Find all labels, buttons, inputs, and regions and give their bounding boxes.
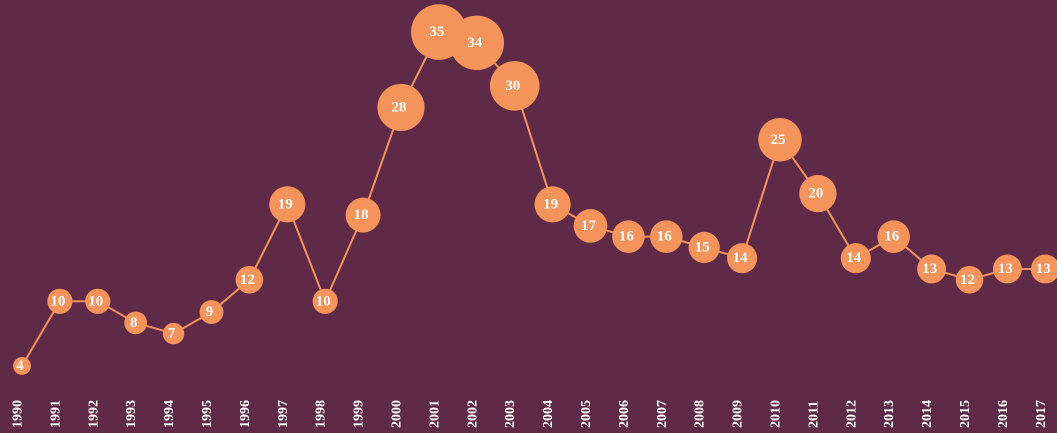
- data-label: 28: [392, 99, 407, 115]
- x-tick-label: 1992: [86, 400, 101, 428]
- bubble: [124, 311, 148, 335]
- x-tick-label: 2017: [1034, 400, 1049, 428]
- bubble: [489, 61, 540, 111]
- x-tick-label: 2000: [390, 400, 405, 428]
- bubble: [235, 265, 264, 294]
- data-label: 18: [354, 207, 369, 223]
- data-label: 8: [130, 315, 138, 331]
- data-label: 12: [960, 272, 975, 288]
- data-label: 16: [884, 229, 900, 245]
- data-label: 13: [922, 261, 937, 277]
- data-label: 25: [771, 132, 786, 148]
- x-tick-label: 2006: [617, 400, 632, 428]
- bubble: [312, 288, 338, 314]
- bubble: [377, 83, 425, 132]
- data-label: 17: [581, 218, 597, 234]
- bubble: [917, 254, 947, 284]
- x-tick-label: 1998: [314, 400, 329, 428]
- x-tick-label: 1999: [352, 400, 367, 428]
- x-tick-label: 2008: [693, 400, 708, 428]
- data-label: 10: [50, 293, 65, 309]
- bubble: [85, 288, 111, 314]
- data-label: 19: [543, 196, 558, 212]
- x-tick-label: 1991: [48, 400, 63, 428]
- bubble: [345, 197, 381, 233]
- x-tick-label: 2001: [427, 400, 442, 428]
- bubble: [799, 174, 837, 213]
- x-tick-label: 1995: [200, 400, 215, 428]
- data-label: 10: [316, 293, 331, 309]
- bubble: [534, 186, 571, 223]
- x-tick-label: 2004: [541, 400, 556, 428]
- data-label: 13: [998, 261, 1013, 277]
- x-tick-label: 1994: [162, 400, 177, 428]
- x-tick-label: 1990: [11, 400, 26, 428]
- data-label: 13: [1036, 261, 1051, 277]
- bubble: [992, 254, 1022, 284]
- data-label: 30: [505, 78, 520, 94]
- x-tick-label: 2007: [655, 400, 670, 428]
- bubble: [955, 265, 984, 294]
- data-label: 9: [206, 304, 214, 320]
- bubble: [162, 322, 185, 345]
- data-label: 16: [657, 229, 673, 245]
- bubble: [269, 186, 306, 223]
- x-tick-label: 2015: [958, 400, 973, 428]
- data-label: 14: [846, 250, 862, 266]
- bubble: [449, 15, 505, 71]
- bubble: [688, 231, 720, 264]
- data-label: 14: [733, 250, 749, 266]
- x-tick-label: 2013: [882, 400, 897, 428]
- x-tick-label: 1993: [124, 400, 139, 428]
- bubble: [1030, 254, 1057, 284]
- bubble: [840, 243, 871, 274]
- data-label: 19: [278, 196, 293, 212]
- x-tick-label: 2003: [503, 400, 518, 428]
- data-label: 35: [429, 24, 444, 40]
- data-label: 4: [16, 358, 24, 374]
- bubble: [877, 220, 910, 253]
- data-label: 7: [168, 326, 176, 342]
- data-label: 16: [619, 229, 635, 245]
- line: [21, 30, 1046, 367]
- bubble: [199, 300, 224, 325]
- x-tick-label: 1996: [238, 400, 253, 428]
- x-tick-label: 2014: [920, 400, 935, 428]
- bubble: [47, 288, 73, 314]
- x-tick-label: 2002: [465, 400, 480, 428]
- x-tick-label: 2009: [731, 400, 746, 428]
- bubble: [573, 209, 608, 243]
- bubble: [650, 220, 683, 253]
- data-label: 20: [808, 186, 823, 202]
- x-tick-label: 2016: [996, 400, 1011, 428]
- data-label: 34: [467, 35, 483, 51]
- x-tick-label: 2012: [844, 400, 859, 428]
- x-tick-label: 2011: [806, 401, 821, 428]
- data-label: 10: [88, 293, 103, 309]
- bubble: [612, 220, 645, 253]
- x-tick-label: 2005: [579, 400, 594, 428]
- bubble: [727, 243, 758, 274]
- bubble: [758, 118, 802, 162]
- data-label: 15: [695, 239, 710, 255]
- x-tick-label: 2010: [769, 400, 784, 428]
- bubble: [13, 356, 31, 375]
- data-label: 12: [240, 272, 255, 288]
- x-tick-label: 1997: [276, 400, 291, 428]
